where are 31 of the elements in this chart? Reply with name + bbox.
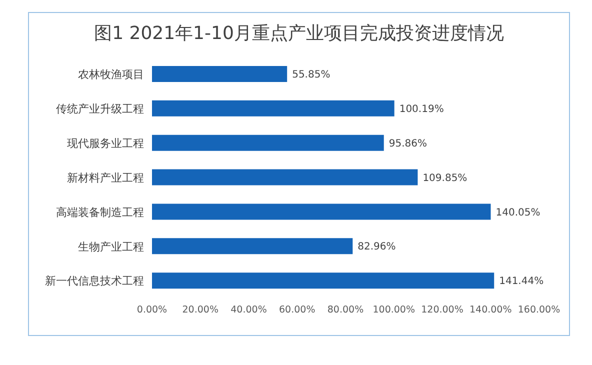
y-tick-label: 现代服务业工程 [67, 136, 144, 150]
x-tick-label: 60.00% [279, 304, 316, 316]
data-label: 140.05% [496, 207, 540, 218]
data-label: 55.85% [292, 70, 330, 81]
x-tick-label: 40.00% [230, 304, 267, 316]
x-tick-label: 140.00% [469, 304, 512, 316]
bar [152, 204, 491, 220]
y-tick-label: 传统产业升级工程 [56, 102, 144, 116]
x-tick-label: 160.00% [518, 304, 560, 316]
y-tick-label: 新一代信息技术工程 [45, 274, 144, 288]
y-tick-label: 高端装备制造工程 [56, 206, 144, 219]
data-label: 82.96% [358, 242, 396, 253]
data-label: 95.86% [388, 138, 427, 150]
bar [152, 134, 384, 151]
chart-title: 图1 2021年1-10月重点产业项目完成投资进度情况 [93, 22, 505, 45]
x-tick-label: 80.00% [327, 304, 364, 316]
x-tick-label: 0.00% [136, 304, 168, 316]
data-label: 100.19% [399, 104, 444, 115]
x-tick-label: 100.00% [372, 304, 416, 316]
x-tick-label: 120.00% [421, 304, 464, 316]
data-label: 141.44% [499, 276, 544, 288]
x-tick-label: 20.00% [182, 304, 218, 316]
y-tick-label: 生物产业工程 [78, 240, 144, 254]
bar [152, 238, 353, 254]
y-tick-label: 新材料产业工程 [67, 171, 144, 184]
bar [152, 100, 394, 116]
data-label: 109.85% [422, 172, 468, 184]
bar [152, 66, 288, 82]
y-tick-label: 农林牧渔项目 [78, 68, 144, 82]
bar [152, 169, 418, 186]
bar [152, 272, 494, 289]
